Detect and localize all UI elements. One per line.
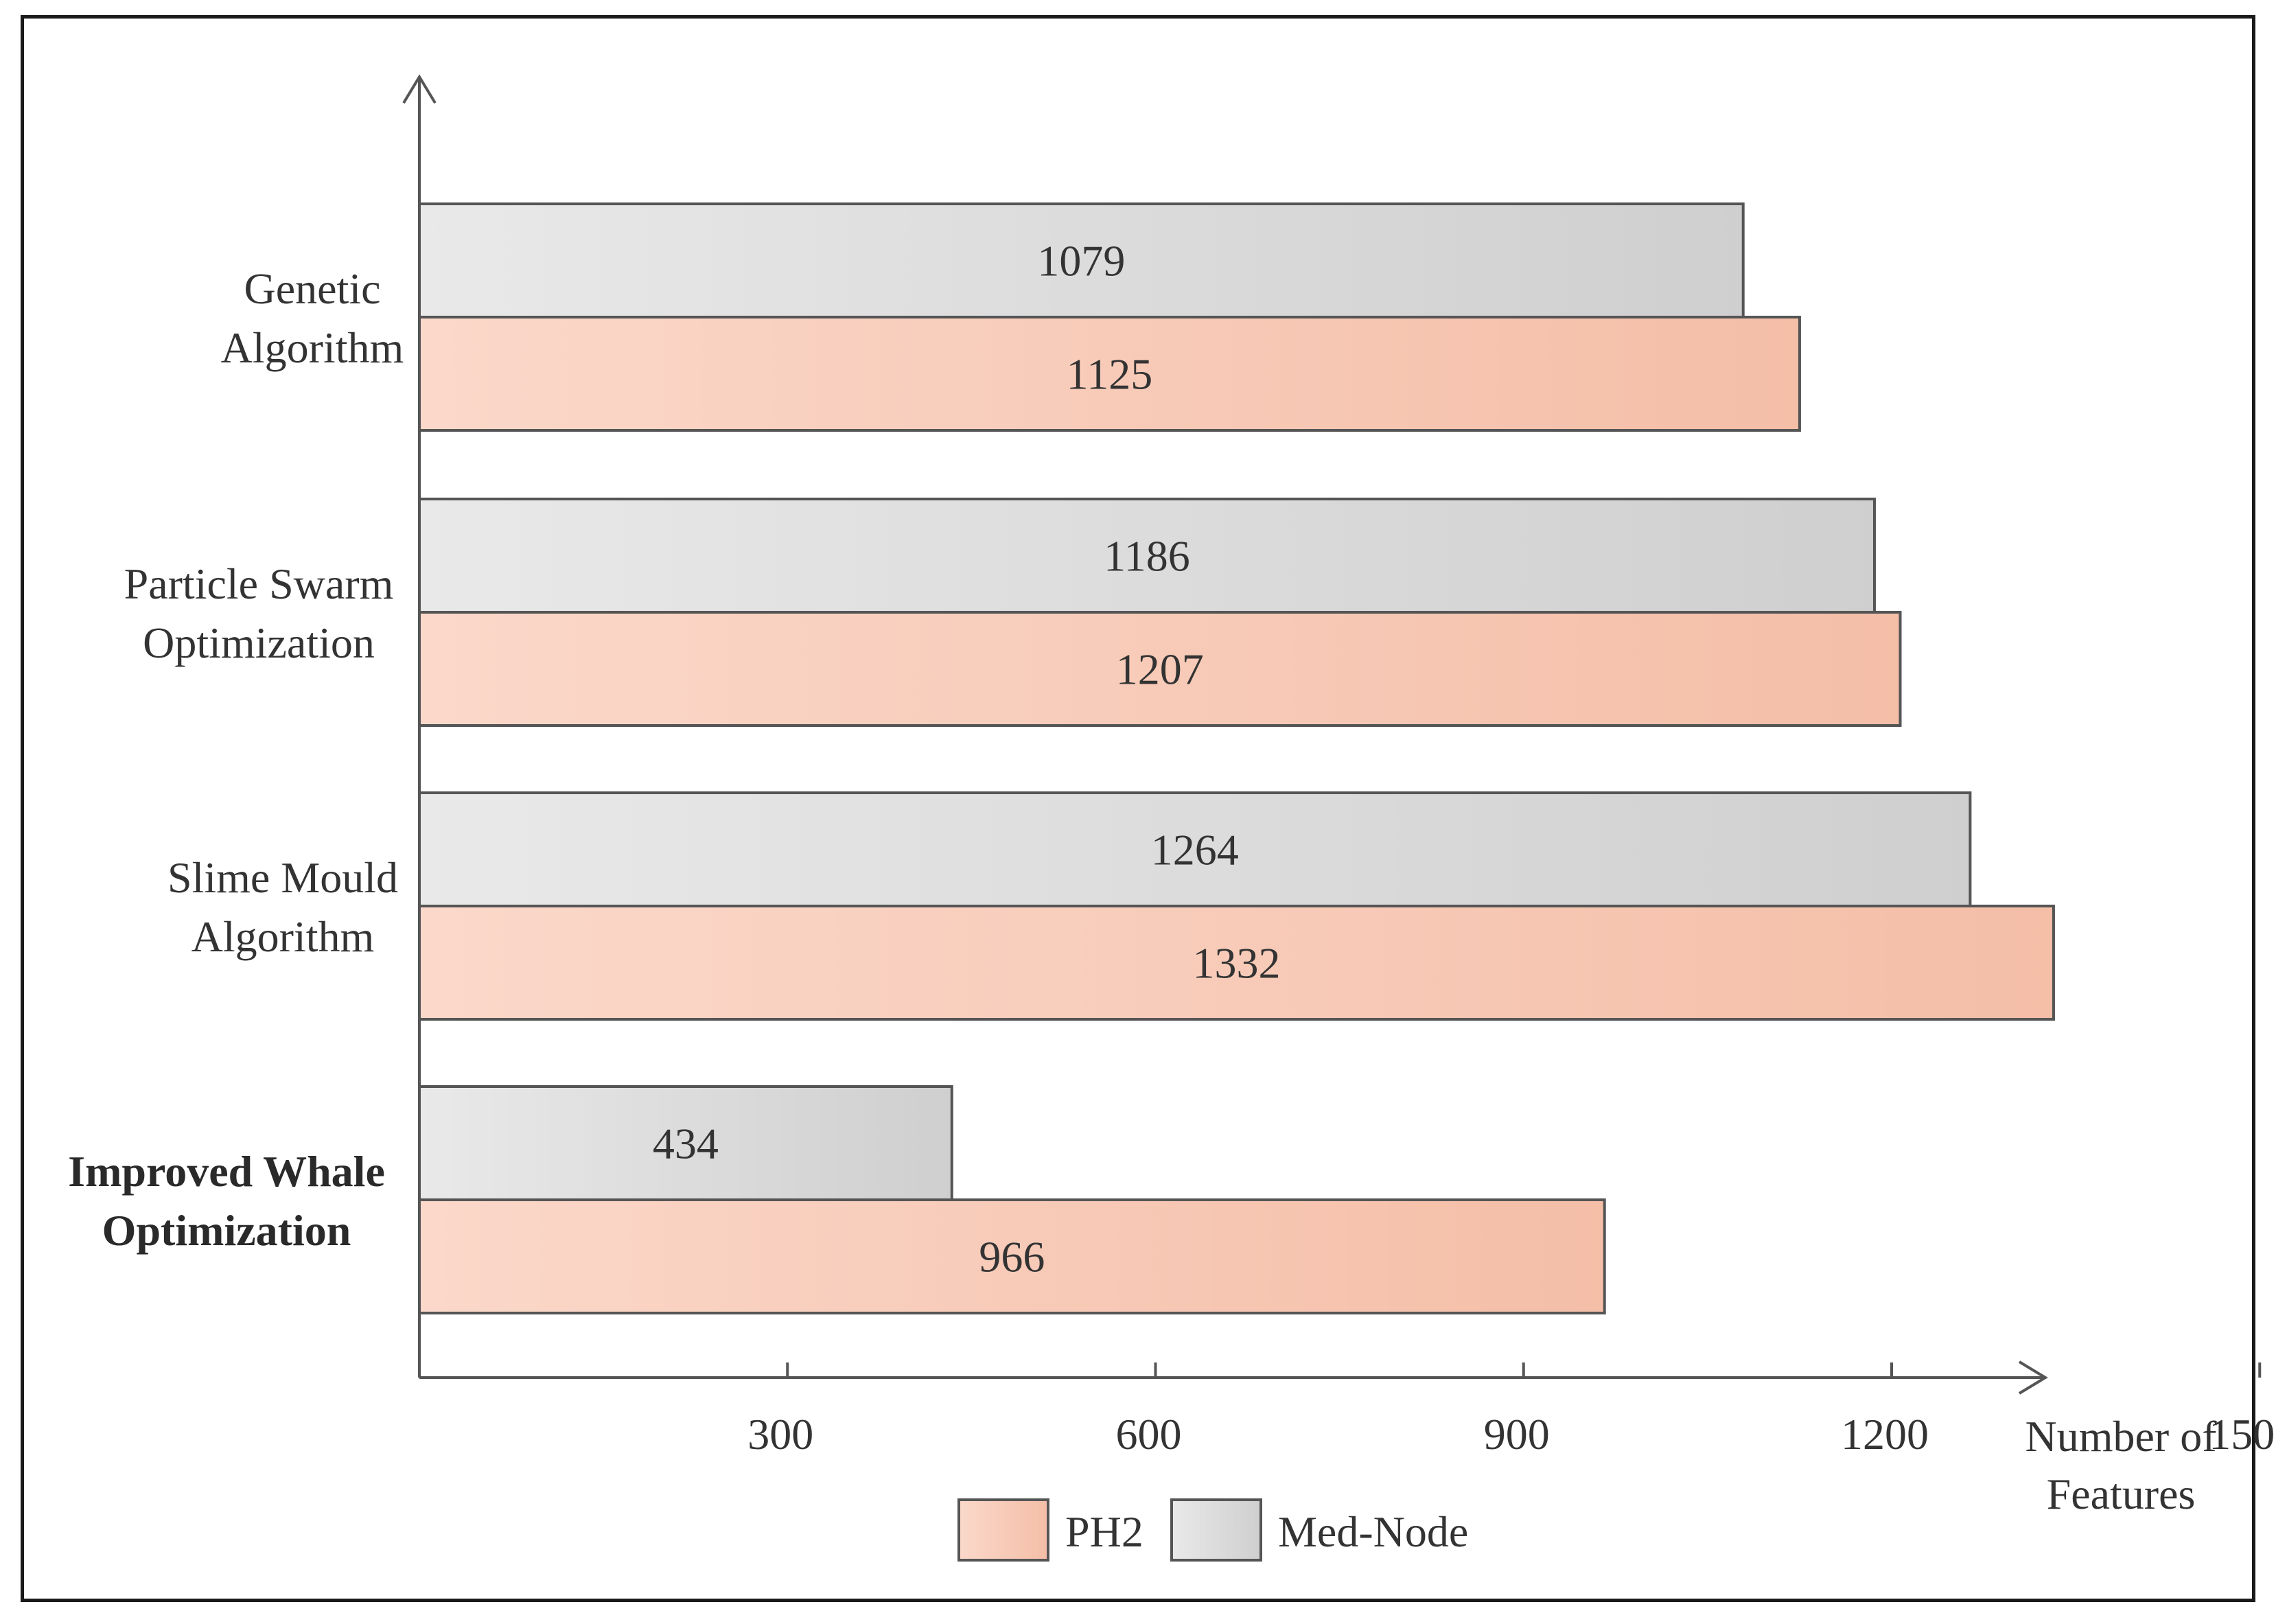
bar-med-node-1 (418, 498, 1876, 614)
bar-value-label-ph2-1: 1207 (1116, 645, 1204, 694)
legend-label-med-node: Med-Node (1278, 1507, 1468, 1556)
bars (418, 202, 2055, 1314)
category-label-3-line-0: Improved Whale (68, 1147, 385, 1196)
bar-med-node-3 (418, 1085, 953, 1201)
category-labels: Genetic Algorithm Particle Swarm Optimizati… (68, 264, 404, 1255)
bar-value-label-med-node-1: 1186 (1104, 532, 1190, 581)
bar-value-label-med-node-3: 434 (653, 1120, 719, 1168)
x-tick-label-900: 900 (1484, 1410, 1550, 1459)
x-axis-arrow (2018, 1360, 2048, 1395)
legend: PH2 Med-Node (957, 1498, 1468, 1562)
bar-value-label-med-node-0: 1079 (1037, 237, 1125, 286)
category-label-1-line-0: Particle Swarm (124, 559, 394, 608)
bar-value-label-ph2-2: 1332 (1192, 939, 1280, 988)
y-axis-arrow (402, 74, 437, 104)
bar-value-label-med-node-2: 1264 (1151, 826, 1239, 874)
x-tick-label-1500: 1500 (2209, 1410, 2276, 1459)
x-tick-label-300: 300 (747, 1410, 813, 1459)
bar-labels: 1079 1186 1264 434 1125 1207 1332 966 (653, 237, 1281, 1281)
bar-ph2-0 (418, 316, 1801, 432)
bar-value-label-ph2-3: 966 (979, 1233, 1045, 1281)
bar-ph2-2 (418, 905, 2055, 1021)
x-axis-title-line-2: Features (2047, 1470, 2196, 1518)
x-tick-label-1200: 1200 (1841, 1410, 1929, 1459)
category-label-2-line-1: Algorithm (191, 912, 375, 961)
bar-med-node-0 (418, 202, 1745, 318)
bar-ph2-1 (418, 611, 1902, 727)
bar-value-label-ph2-0: 1125 (1067, 350, 1153, 399)
legend-label-ph2: PH2 (1065, 1507, 1143, 1556)
legend-swatch-med-node (1170, 1498, 1262, 1562)
bar-ph2-3 (418, 1198, 1606, 1314)
category-label-0-line-0: Genetic (244, 264, 381, 313)
x-tick-label-600: 600 (1116, 1410, 1182, 1459)
category-label-2-line-0: Slime Mould (167, 853, 398, 902)
x-axis-title-line-1: Number of (2025, 1412, 2217, 1461)
bar-med-node-2 (418, 791, 1972, 907)
legend-swatch-ph2 (957, 1498, 1049, 1562)
category-label-3-line-1: Optimization (102, 1206, 351, 1255)
category-label-1-line-1: Optimization (143, 618, 375, 667)
x-ticks: 300 600 900 1200 1500 (747, 1362, 2276, 1459)
category-label-0-line-1: Algorithm (221, 323, 404, 372)
